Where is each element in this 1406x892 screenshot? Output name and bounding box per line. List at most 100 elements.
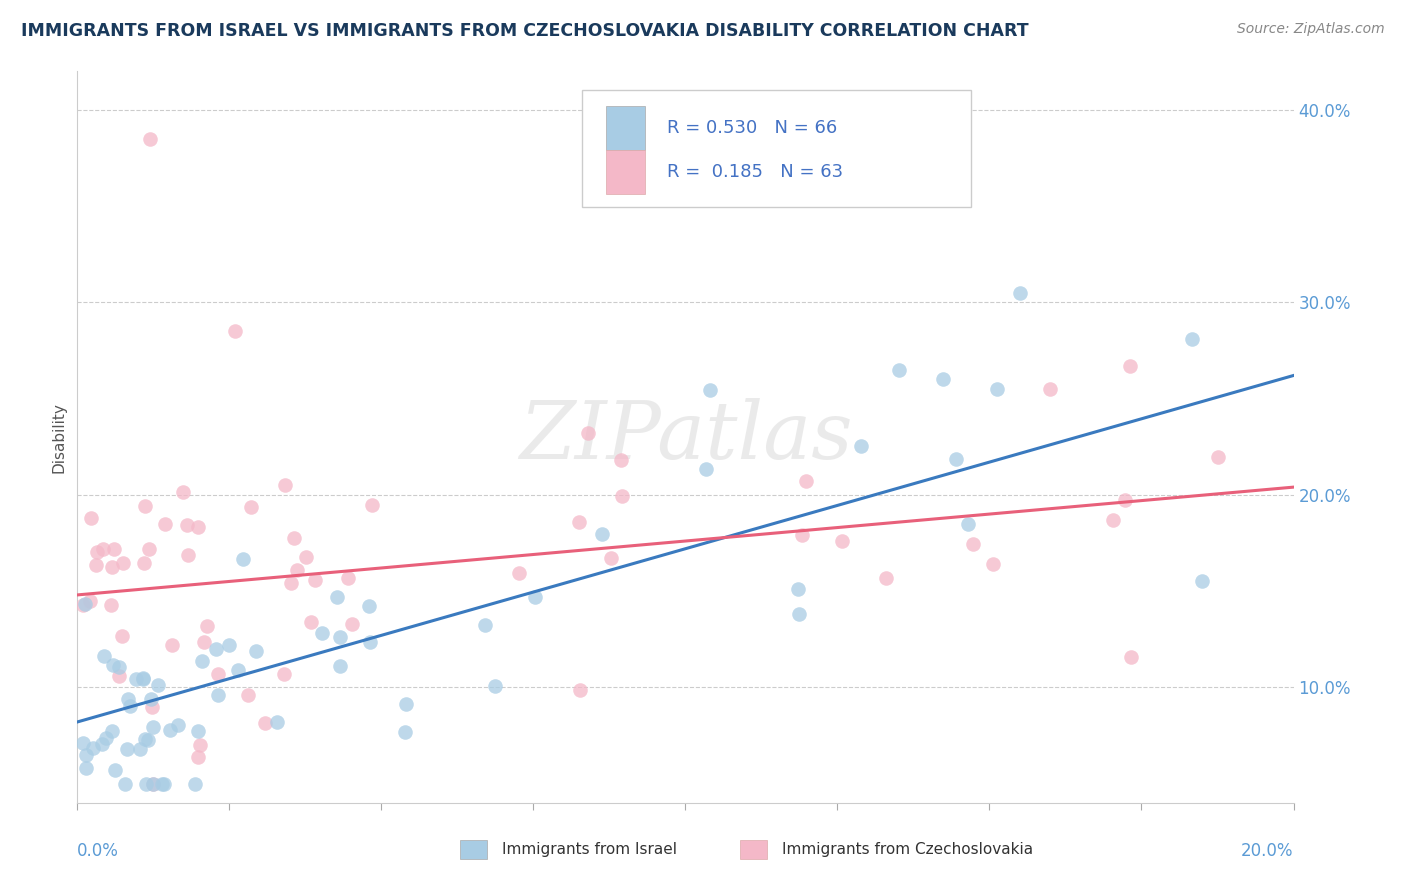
Point (108, 669, 131, 683)
Point (72, 598, 94, 612)
Text: Immigrants from Czechoslovakia: Immigrants from Czechoslovakia (782, 842, 1032, 857)
Point (100, 723, 122, 738)
Point (162, 638, 184, 652)
Point (172, 485, 194, 500)
Point (325, 590, 347, 604)
Point (115, 742, 138, 756)
Y-axis label: Disability: Disability (51, 401, 66, 473)
Point (932, 372, 955, 386)
Point (91, 737, 114, 751)
Point (1101, 513, 1123, 527)
Point (266, 715, 288, 730)
FancyBboxPatch shape (606, 151, 645, 194)
Point (283, 531, 305, 545)
Point (956, 516, 979, 531)
Point (138, 733, 160, 747)
Point (103, 541, 125, 556)
Point (135, 776, 157, 790)
Point (142, 720, 165, 734)
Point (273, 667, 295, 681)
Point (187, 750, 209, 764)
Point (191, 654, 214, 668)
Point (474, 618, 496, 632)
Point (153, 776, 176, 790)
Point (226, 664, 249, 678)
Point (75, 760, 97, 774)
Point (138, 542, 160, 557)
Point (218, 638, 240, 652)
Point (107, 660, 129, 674)
Point (280, 576, 302, 591)
Point (790, 528, 813, 542)
Point (187, 520, 209, 534)
Point (141, 692, 163, 706)
Point (205, 642, 228, 657)
Point (1039, 382, 1062, 396)
Point (245, 644, 267, 658)
Point (831, 534, 853, 549)
Point (274, 478, 297, 492)
Point (695, 462, 717, 476)
Point (94, 731, 117, 746)
Point (207, 667, 229, 681)
Point (91, 542, 114, 557)
Point (787, 607, 810, 621)
Point (114, 776, 136, 790)
Point (1119, 649, 1142, 664)
Point (945, 452, 967, 467)
Point (889, 363, 911, 377)
Point (207, 688, 229, 702)
Point (359, 635, 381, 649)
Point (1118, 359, 1140, 373)
Point (699, 383, 721, 397)
Point (1008, 285, 1031, 300)
Point (132, 672, 155, 686)
Point (100, 559, 122, 574)
Point (190, 738, 212, 752)
Point (311, 626, 333, 640)
Point (118, 699, 141, 714)
Point (111, 629, 134, 643)
Point (72, 736, 94, 750)
Point (361, 498, 384, 512)
Point (986, 382, 1008, 396)
Point (981, 558, 1004, 572)
Point (337, 571, 360, 585)
Point (82, 741, 104, 756)
Point (187, 724, 209, 739)
Point (142, 776, 165, 790)
Text: ZIPatlas: ZIPatlas (519, 399, 852, 475)
Point (139, 132, 162, 146)
Point (524, 590, 547, 604)
Point (357, 599, 380, 613)
Point (183, 776, 205, 790)
Point (236, 688, 259, 702)
Point (141, 699, 163, 714)
Point (875, 571, 897, 585)
Text: 20.0%: 20.0% (1241, 842, 1294, 860)
Point (609, 453, 631, 467)
Point (224, 324, 246, 338)
Point (394, 725, 416, 739)
Point (117, 691, 139, 706)
Point (153, 516, 176, 531)
Text: Source: ZipAtlas.com: Source: ZipAtlas.com (1237, 22, 1385, 37)
Point (294, 550, 316, 565)
Text: R =  0.185   N = 63: R = 0.185 N = 63 (668, 163, 844, 181)
Point (101, 657, 124, 672)
Point (176, 549, 198, 563)
Point (1191, 574, 1213, 589)
Point (304, 573, 326, 587)
FancyBboxPatch shape (582, 90, 972, 207)
Text: R = 0.530   N = 66: R = 0.530 N = 66 (668, 120, 838, 137)
Point (285, 563, 308, 577)
Point (329, 630, 352, 644)
Point (193, 635, 215, 649)
Point (508, 566, 530, 580)
Point (484, 679, 506, 693)
Point (134, 499, 156, 513)
FancyBboxPatch shape (460, 840, 488, 859)
Point (93, 648, 115, 663)
Point (80, 510, 103, 524)
Point (600, 551, 623, 566)
